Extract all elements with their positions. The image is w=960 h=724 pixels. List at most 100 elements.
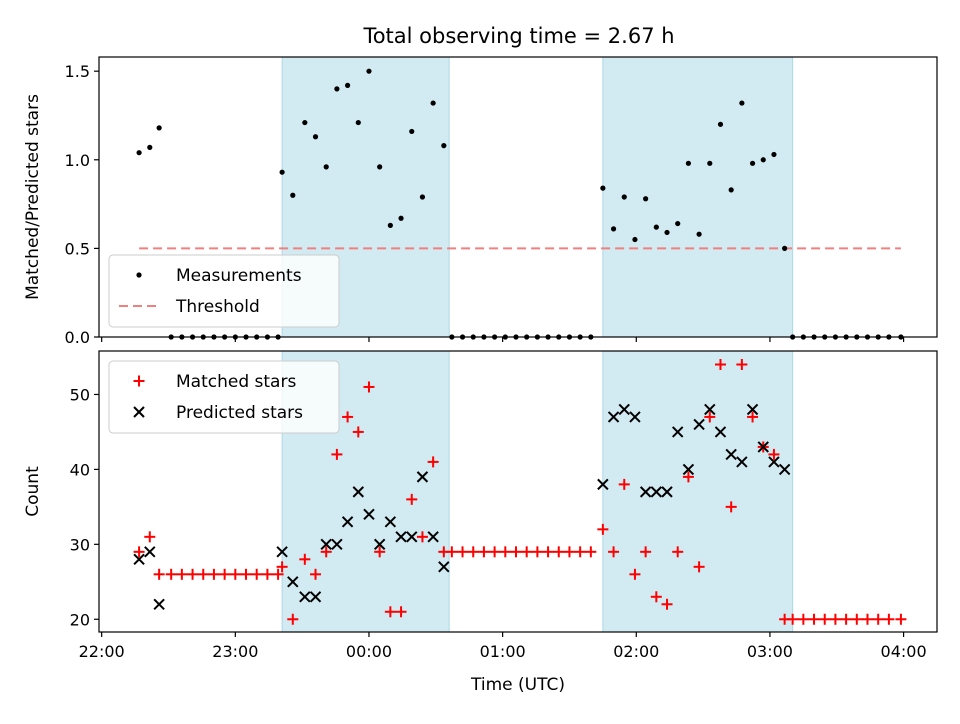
matched-stars-point	[521, 546, 533, 558]
predicted-stars-point	[133, 553, 145, 566]
measurements-point	[323, 164, 329, 170]
matched-stars-point	[219, 568, 231, 580]
measurements-point	[717, 121, 724, 127]
matched-stars-point	[747, 411, 759, 423]
measurements-point	[632, 236, 638, 243]
measurements-point	[136, 150, 142, 156]
measurements-point	[771, 151, 777, 158]
count-shaded-intervals	[281, 350, 794, 633]
measurements-point	[334, 86, 340, 92]
count-y-axis-label: Count	[23, 466, 43, 517]
matched-stars-point	[342, 411, 354, 423]
predicted-stars-point	[384, 516, 397, 528]
measurements-legend-label: Measurements	[176, 266, 302, 286]
matched-stars-point	[499, 546, 511, 558]
matched-stars-point	[895, 613, 907, 625]
matched-stars-point	[406, 493, 418, 505]
predicted-stars-point	[427, 531, 439, 543]
measurements-point	[707, 160, 713, 166]
matched-stars-point	[640, 546, 652, 558]
predicted-stars-point	[682, 463, 695, 476]
matched-stars-point	[714, 358, 726, 370]
predicted-stars-point	[438, 561, 450, 573]
matched-stars-point	[240, 568, 252, 580]
count-legend-box	[108, 360, 340, 434]
matched-stars-point	[251, 568, 263, 580]
ratio-y-tick-label: 1.5	[65, 62, 90, 81]
predicted-stars-legend-swatch	[133, 406, 145, 418]
predicted-stars-point	[607, 411, 620, 423]
matched-stars-point	[374, 546, 386, 558]
matched-stars-point	[187, 568, 199, 580]
measurements-point	[279, 169, 285, 175]
ratio-axis-ticks: 0.0 0.5 1.0 1.5	[65, 62, 905, 347]
count-x-tick-label: 23:00	[212, 642, 258, 661]
ratio-shaded-interval	[602, 56, 794, 338]
matched-stars-point	[672, 546, 684, 558]
matched-stars-point	[585, 546, 597, 558]
measurements-point	[643, 196, 649, 202]
measurements-point	[156, 125, 162, 131]
count-x-tick-label: 03:00	[747, 642, 793, 661]
count-x-tick-label: 00:00	[346, 642, 392, 661]
measurements-point	[419, 194, 426, 200]
measurements-point	[344, 82, 351, 88]
matched-stars-point	[197, 568, 209, 580]
measurements-point	[749, 160, 756, 166]
matched-stars-point	[489, 546, 501, 558]
predicted-stars-point	[144, 546, 156, 558]
predicted-stars-point	[597, 478, 609, 491]
matched-stars-point	[331, 448, 343, 460]
measurements-point	[675, 220, 681, 227]
matched-stars-point	[363, 381, 375, 393]
matched-stars-point	[478, 546, 490, 558]
predicted-stars-point	[352, 486, 364, 498]
predicted-stars-point	[373, 538, 386, 551]
measurements-point	[366, 68, 372, 74]
predicted-stars-point	[672, 426, 684, 438]
matched-stars-point	[261, 568, 273, 580]
time-x-axis-label: Time (UTC)	[470, 675, 565, 695]
measurements-point	[739, 100, 745, 106]
predicted-stars-point	[736, 456, 748, 468]
predicted-stars-point	[725, 448, 737, 461]
predicted-stars-point	[331, 538, 343, 551]
matched-stars-point	[176, 568, 188, 580]
measurements-point	[355, 119, 361, 126]
count-axes-frame	[98, 350, 938, 633]
measurements-point	[685, 160, 692, 166]
predicted-stars-point	[629, 411, 641, 423]
measurements-point	[653, 224, 659, 230]
measurements-point	[610, 226, 617, 232]
predicted-stars-point	[309, 591, 322, 603]
measurements-point	[760, 157, 766, 163]
predicted-stars-point	[287, 576, 299, 588]
matched-stars-point	[427, 456, 439, 468]
matched-stars-point	[320, 546, 332, 558]
count-y-tick-label: 20	[70, 610, 90, 629]
count-shaded-interval	[602, 350, 794, 633]
matched-stars-point	[395, 606, 407, 618]
predicted-stars-legend-label: Predicted stars	[176, 403, 303, 423]
predicted-stars-point	[153, 598, 165, 610]
matched-stars-point	[563, 546, 575, 558]
matched-stars-point	[629, 568, 641, 580]
matched-stars-point	[862, 613, 874, 625]
matched-stars-point	[618, 478, 630, 490]
measurements-point	[409, 128, 415, 135]
predicted-stars-point	[320, 538, 332, 551]
predicted-stars-point	[757, 441, 769, 453]
predicted-stars-point	[299, 591, 311, 603]
predicted-stars-point	[618, 403, 630, 416]
predicted-stars-point	[406, 531, 418, 543]
count-plot-marks	[133, 358, 907, 625]
matched-stars-point	[608, 546, 620, 558]
matched-stars-point	[840, 613, 852, 625]
matched-stars-point	[229, 568, 241, 580]
matched-stars-point	[768, 448, 780, 460]
ratio-y-tick-label: 1.0	[65, 151, 90, 170]
matched-stars-point	[287, 613, 299, 625]
measurements-point	[664, 229, 670, 236]
